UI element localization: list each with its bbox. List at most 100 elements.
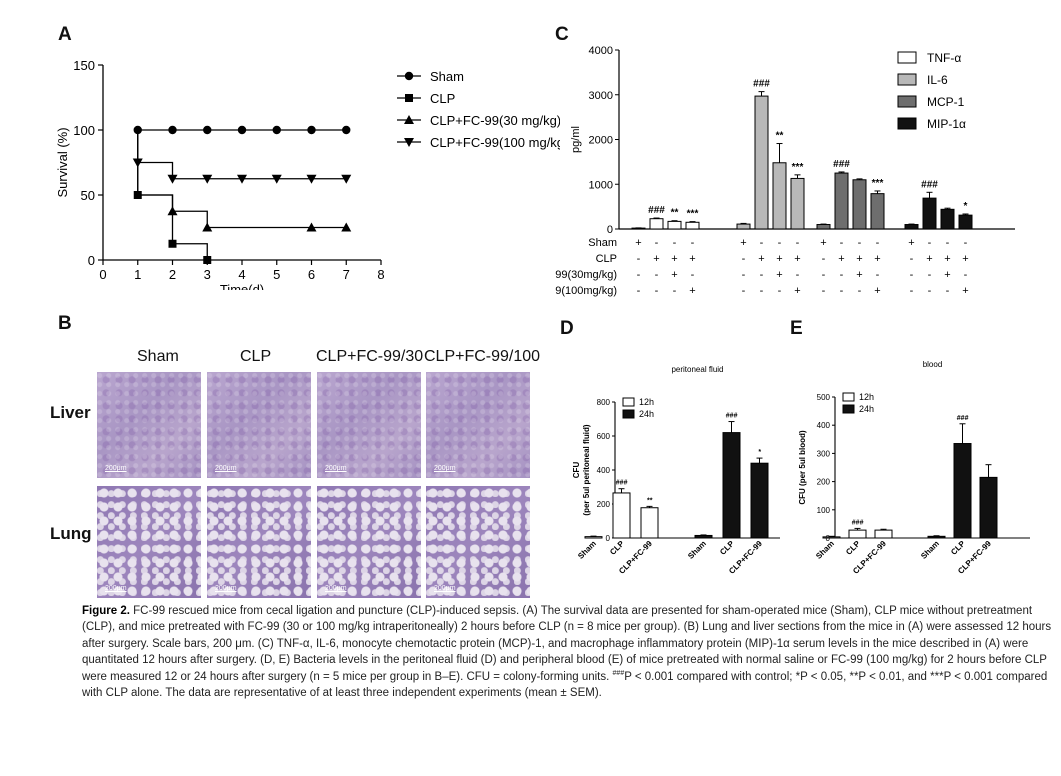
data-point-clp-fc-99-100-mg-kg (271, 174, 282, 184)
data-point-clp-fc-99-30-mg-kg (341, 222, 352, 232)
bar-12h (584, 536, 603, 539)
panel-label-a: A (58, 24, 72, 45)
histology-column-sham: Sham (137, 348, 179, 365)
y-tick-label: 200 (817, 478, 831, 487)
scale-bar: 200μm (215, 465, 237, 472)
bar-12h (822, 536, 841, 539)
x-tick-label: 4 (238, 267, 245, 282)
y-axis-subtitle: (per 5ul peritoneal fluid) (582, 424, 591, 515)
legend-label-12h: 12h (639, 397, 654, 407)
data-point-clp-fc-99-30-mg-kg (202, 222, 213, 232)
chart-title: blood (923, 360, 943, 369)
treatment-sign: + (671, 253, 677, 265)
treatment-sign: - (760, 269, 764, 281)
treatment-sign: + (962, 253, 968, 265)
legend-marker-sham (404, 71, 414, 81)
legend-label-24h: 24h (639, 409, 654, 419)
y-tick-label: 0 (606, 534, 611, 543)
significance-mark: ### (852, 519, 864, 526)
treatment-sign: - (796, 269, 800, 281)
bar-24h (722, 432, 741, 539)
treatment-sign: - (840, 285, 844, 297)
y-tick-label: 100 (73, 123, 95, 138)
y-axis-title: CFU (572, 462, 581, 479)
category-label: CLP (844, 539, 862, 557)
x-tick-label: 5 (273, 267, 280, 282)
bar-mip-1 (904, 224, 919, 230)
legend-label-mip-1: MIP-1α (927, 117, 966, 131)
treatment-sign: - (673, 285, 677, 297)
treatment-sign: - (655, 237, 659, 249)
data-point-clp-fc-99-100-mg-kg (306, 174, 317, 184)
significance-mark: ### (921, 179, 938, 190)
micrograph-liver-sham: 200μm (97, 372, 201, 478)
bar-24h (953, 443, 972, 539)
treatment-sign: + (776, 269, 782, 281)
panel-label-e: E (790, 318, 803, 339)
treatment-row-label: CLP (596, 253, 617, 265)
caption-sig-mark: ### (612, 669, 625, 677)
legend-label-clp-fc-99-100-mg-kg: CLP+FC-99(100 mg/kg) (430, 135, 560, 150)
data-point-clp-fc-99-30-mg-kg (167, 206, 178, 216)
legend-label-24h: 24h (859, 404, 874, 414)
bar-12h (612, 492, 631, 539)
data-point-sham (168, 125, 177, 135)
micrograph-lung-clp-fc99-30: 200μm (317, 486, 421, 598)
treatment-sign: - (822, 285, 826, 297)
significance-mark: ### (648, 205, 665, 216)
treatment-sign: + (671, 269, 677, 281)
treatment-sign: + (820, 237, 826, 249)
legend-label-tnf: TNF-α (927, 51, 961, 65)
bar-mcp-1 (852, 179, 867, 230)
legend-label-clp: CLP (430, 91, 455, 106)
data-point-clp-fc-99-100-mg-kg (341, 174, 352, 184)
histology-column-clp: CLP (240, 348, 272, 365)
scale-bar: 200μm (325, 585, 347, 592)
bar-il-6 (754, 95, 769, 230)
category-label: CLP (608, 539, 626, 557)
panel-label-c: C (555, 24, 569, 45)
micrograph-liver-clp-fc99-100: 200μm (426, 372, 530, 478)
significance-mark: ### (726, 413, 738, 420)
significance-mark: *** (687, 209, 699, 220)
panel-label-b: B (58, 313, 72, 334)
treatment-sign: - (910, 285, 914, 297)
bar-tnf (667, 220, 682, 230)
treatment-sign: - (691, 237, 695, 249)
micrograph-lung-clp: 200μm (207, 486, 311, 598)
x-tick-label: 8 (377, 267, 384, 282)
treatment-sign: - (928, 237, 932, 249)
treatment-sign: - (796, 237, 800, 249)
bar-mcp-1 (816, 224, 831, 230)
treatment-sign: - (637, 253, 641, 265)
treatment-sign: - (858, 237, 862, 249)
treatment-sign: - (742, 269, 746, 281)
bar-mip-1 (958, 214, 973, 230)
significance-mark: * (964, 201, 968, 212)
bar-24h (750, 462, 769, 539)
significance-mark: *** (792, 162, 804, 173)
micrograph-lung-sham: 200μm (97, 486, 201, 598)
x-tick-label: 1 (134, 267, 141, 282)
treatment-sign: - (760, 285, 764, 297)
legend-marker-clp (405, 94, 413, 102)
x-tick-label: 7 (343, 267, 350, 282)
bar-il-6 (736, 223, 751, 230)
y-tick-label: 400 (817, 421, 831, 430)
figure-caption: Figure 2. FC-99 rescued mice from cecal … (82, 603, 1054, 701)
bar-tnf (649, 218, 664, 230)
micrograph-liver-clp-fc99-30: 200μm (317, 372, 421, 478)
treatment-sign: + (944, 269, 950, 281)
histology-row-lung: Lung (50, 524, 92, 543)
treatment-sign: - (637, 269, 641, 281)
x-tick-label: 6 (308, 267, 315, 282)
treatment-sign: + (794, 253, 800, 265)
bar-mcp-1 (870, 193, 885, 230)
bar-tnf (685, 221, 700, 230)
blood-chart: blood 0 100 200 300 400 500 CFU (per 5ul blood)… (798, 360, 1030, 576)
y-tick-label: 800 (597, 398, 611, 407)
legend-swatch-12h (622, 397, 635, 407)
treatment-sign: - (928, 269, 932, 281)
legend-marker-clp-fc-99-100-mg-kg (404, 138, 414, 147)
